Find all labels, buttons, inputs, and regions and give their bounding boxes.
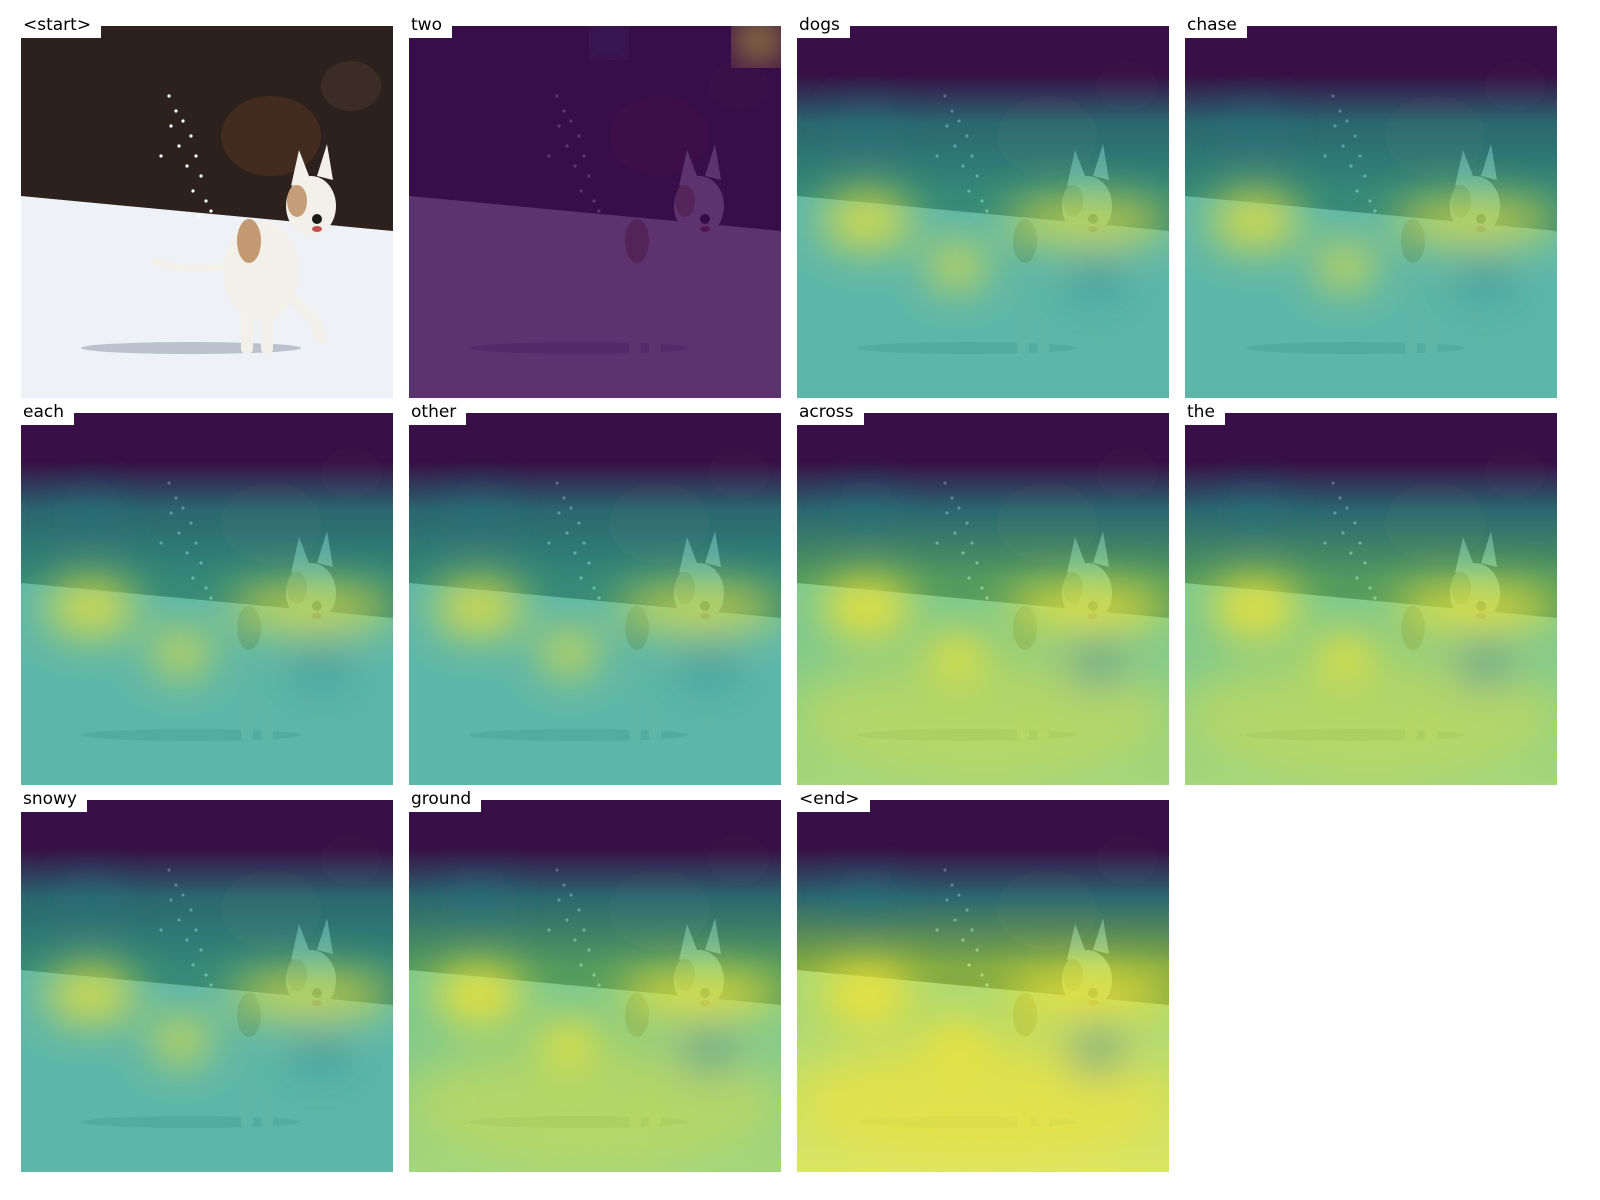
panel-word-label: dogs [797, 12, 850, 38]
panel-word-label: other [409, 399, 467, 425]
attention-heatmap [797, 413, 1169, 785]
attention-heatmap [409, 26, 781, 398]
attention-panel: snowy [21, 786, 393, 1172]
attention-heatmap [409, 800, 781, 1172]
panel-word-label: each [21, 399, 74, 425]
attention-heatmap [1185, 26, 1557, 398]
attention-panel: the [1185, 399, 1557, 785]
attention-heatmap [1185, 413, 1557, 785]
panel-word-label: across [797, 399, 864, 425]
attention-heatmap [21, 800, 393, 1172]
attention-panel: <end> [797, 786, 1169, 1172]
panel-word-label: snowy [21, 786, 87, 812]
attention-panel: chase [1185, 12, 1557, 398]
panel-word-label: the [1185, 399, 1225, 425]
panel-word-label: <start> [21, 12, 102, 38]
attention-heatmap [797, 26, 1169, 398]
attention-panel: dogs [797, 12, 1169, 398]
panel-word-label: <end> [797, 786, 870, 812]
attention-panel: two [409, 12, 781, 398]
panel-word-label: ground [409, 786, 482, 812]
panel-word-label: two [409, 12, 452, 38]
dog [152, 144, 336, 354]
attention-heatmap [409, 413, 781, 785]
attention-panel: across [797, 399, 1169, 785]
snow-dog-photo [21, 26, 393, 398]
attention-panel: other [409, 399, 781, 785]
attention-panel: each [21, 399, 393, 785]
attention-panel: ground [409, 786, 781, 1172]
attention-heatmap [797, 800, 1169, 1172]
attention-heatmap [21, 413, 393, 785]
attention-panel: <start> [21, 12, 393, 398]
panel-word-label: chase [1185, 12, 1247, 38]
